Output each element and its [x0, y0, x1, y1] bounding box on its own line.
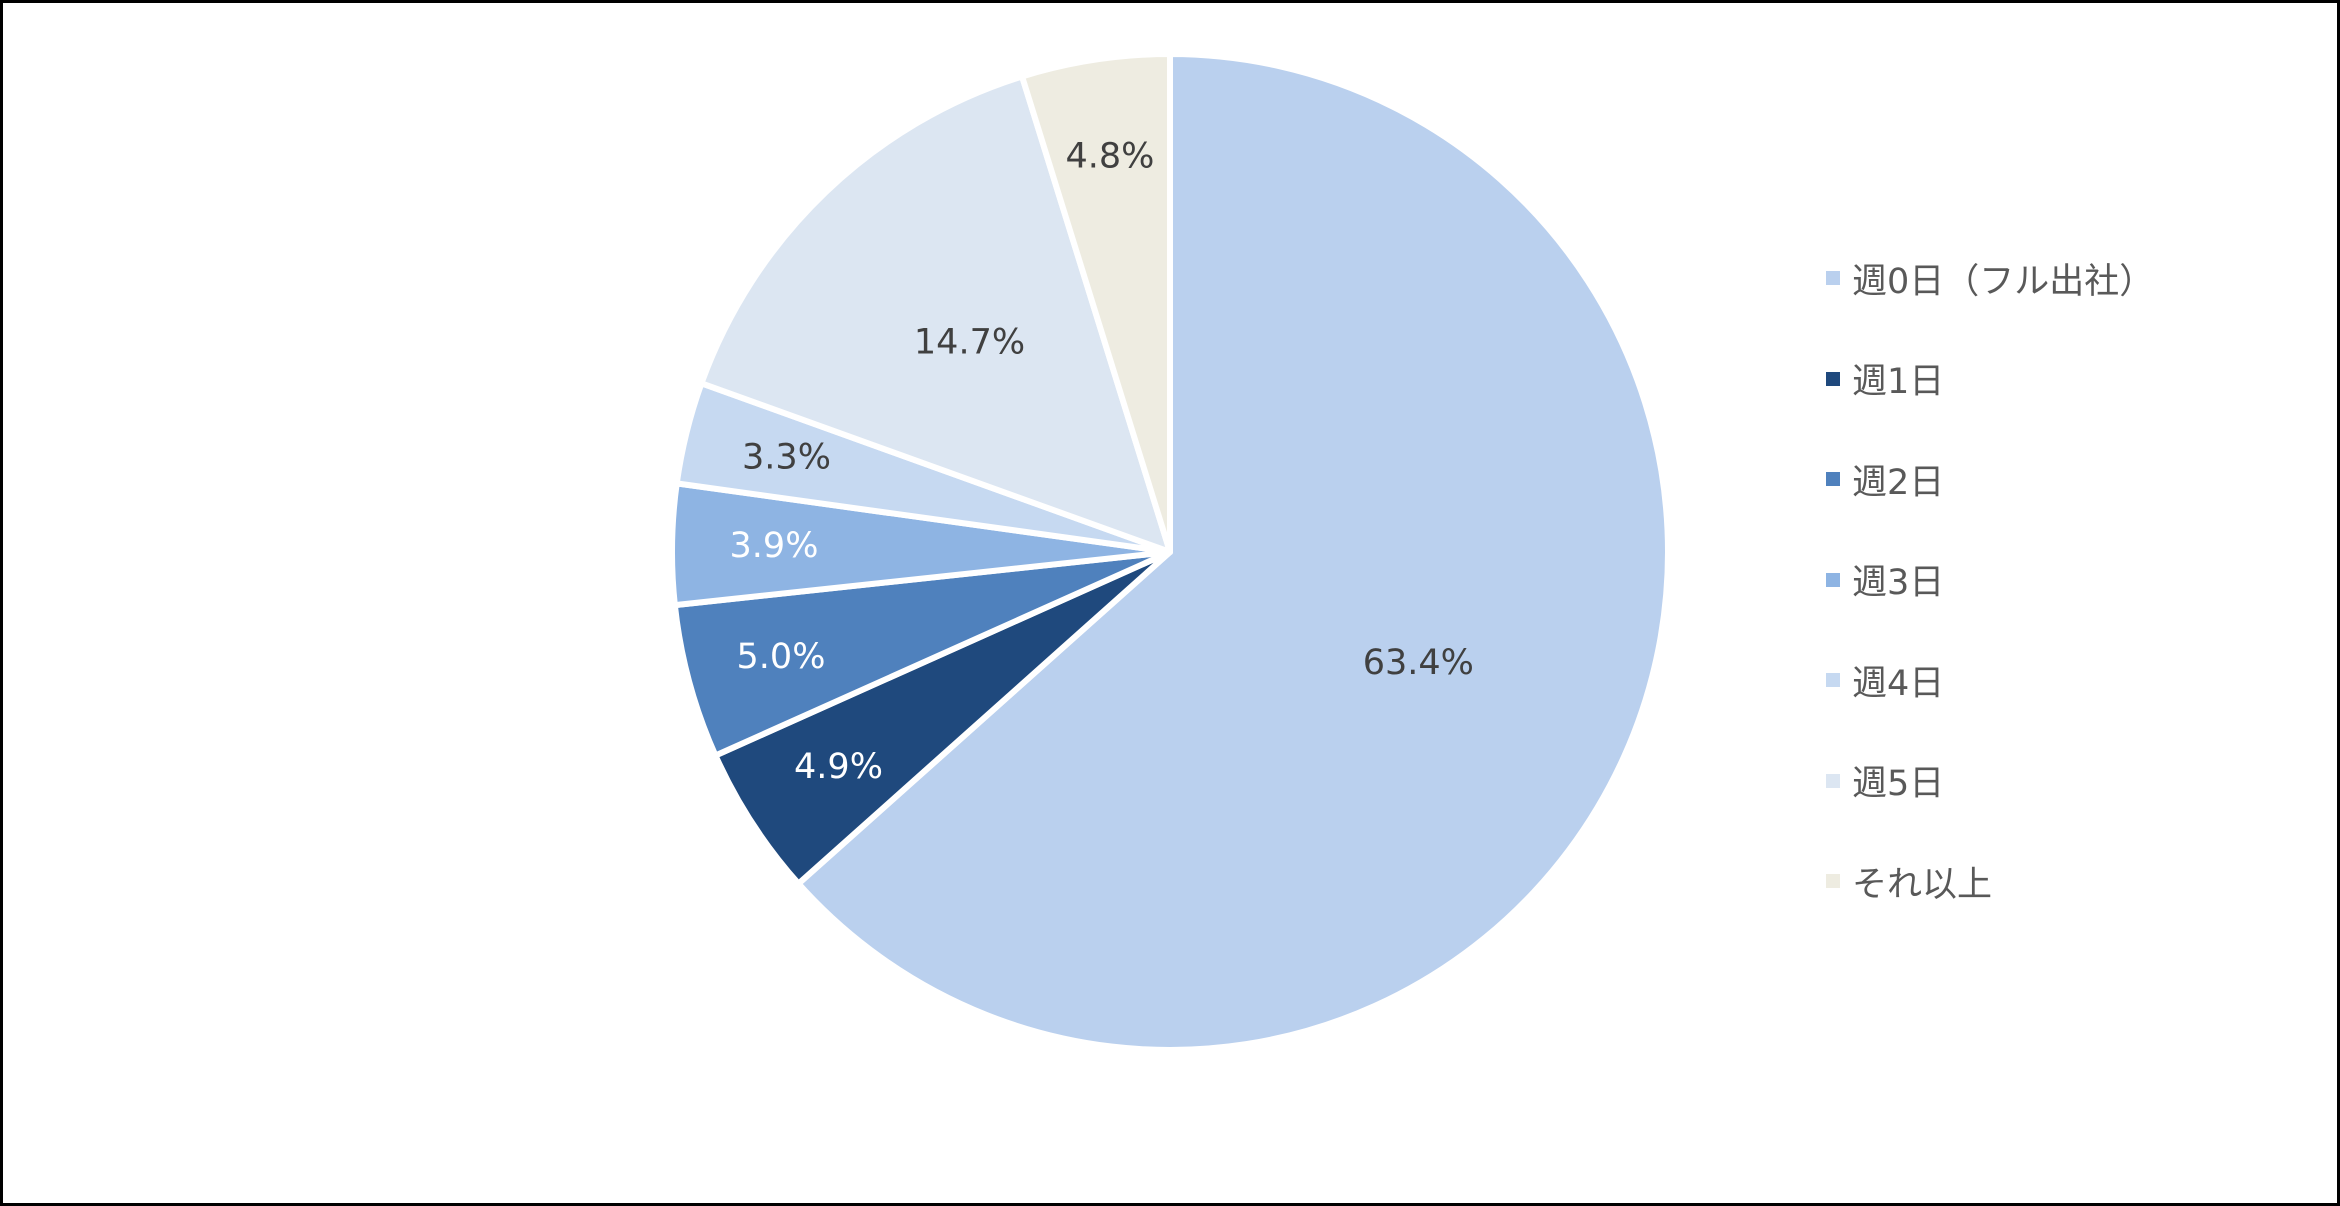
legend-swatch	[1826, 874, 1840, 889]
legend-label: 週5日	[1852, 764, 1945, 805]
legend-item: 週1日	[1826, 329, 2154, 430]
legend-label: それ以上	[1852, 864, 1993, 905]
legend-item: 週5日	[1826, 731, 2154, 832]
legend: 週0日（フル出社） 週1日週2日週3日週4日週5日それ以上	[1826, 228, 2154, 932]
data-label: 3.9%	[730, 526, 819, 566]
legend-swatch	[1826, 371, 1840, 386]
legend-label: 週0日（フル出社）	[1852, 261, 2155, 302]
pie-slice	[671, 549, 1173, 759]
legend-label: 週4日	[1852, 663, 1945, 704]
legend-swatch	[1826, 271, 1840, 286]
data-label: 14.7%	[914, 323, 1025, 363]
legend-item: 週2日	[1826, 429, 2154, 530]
legend-label: 週3日	[1852, 563, 1945, 604]
data-label: 4.9%	[794, 747, 883, 787]
legend-item: 週4日	[1826, 630, 2154, 731]
legend-swatch	[1826, 673, 1840, 688]
legend-swatch	[1826, 472, 1840, 487]
legend-swatch	[1826, 773, 1840, 788]
data-label: 63.4%	[1363, 643, 1474, 683]
pie-slice	[1019, 51, 1173, 555]
legend-swatch	[1826, 572, 1840, 587]
data-label: 5.0%	[737, 637, 826, 677]
legend-item: 週3日	[1826, 530, 2154, 631]
pie-slice	[698, 73, 1173, 555]
legend-label: 週2日	[1852, 462, 1945, 503]
data-label: 4.8%	[1065, 137, 1154, 177]
legend-item: それ以上	[1826, 831, 2154, 932]
data-label: 3.3%	[742, 437, 831, 477]
pie-slice	[795, 51, 1671, 1053]
legend-item: 週0日（フル出社）	[1826, 228, 2154, 329]
legend-label: 週1日	[1852, 362, 1945, 403]
